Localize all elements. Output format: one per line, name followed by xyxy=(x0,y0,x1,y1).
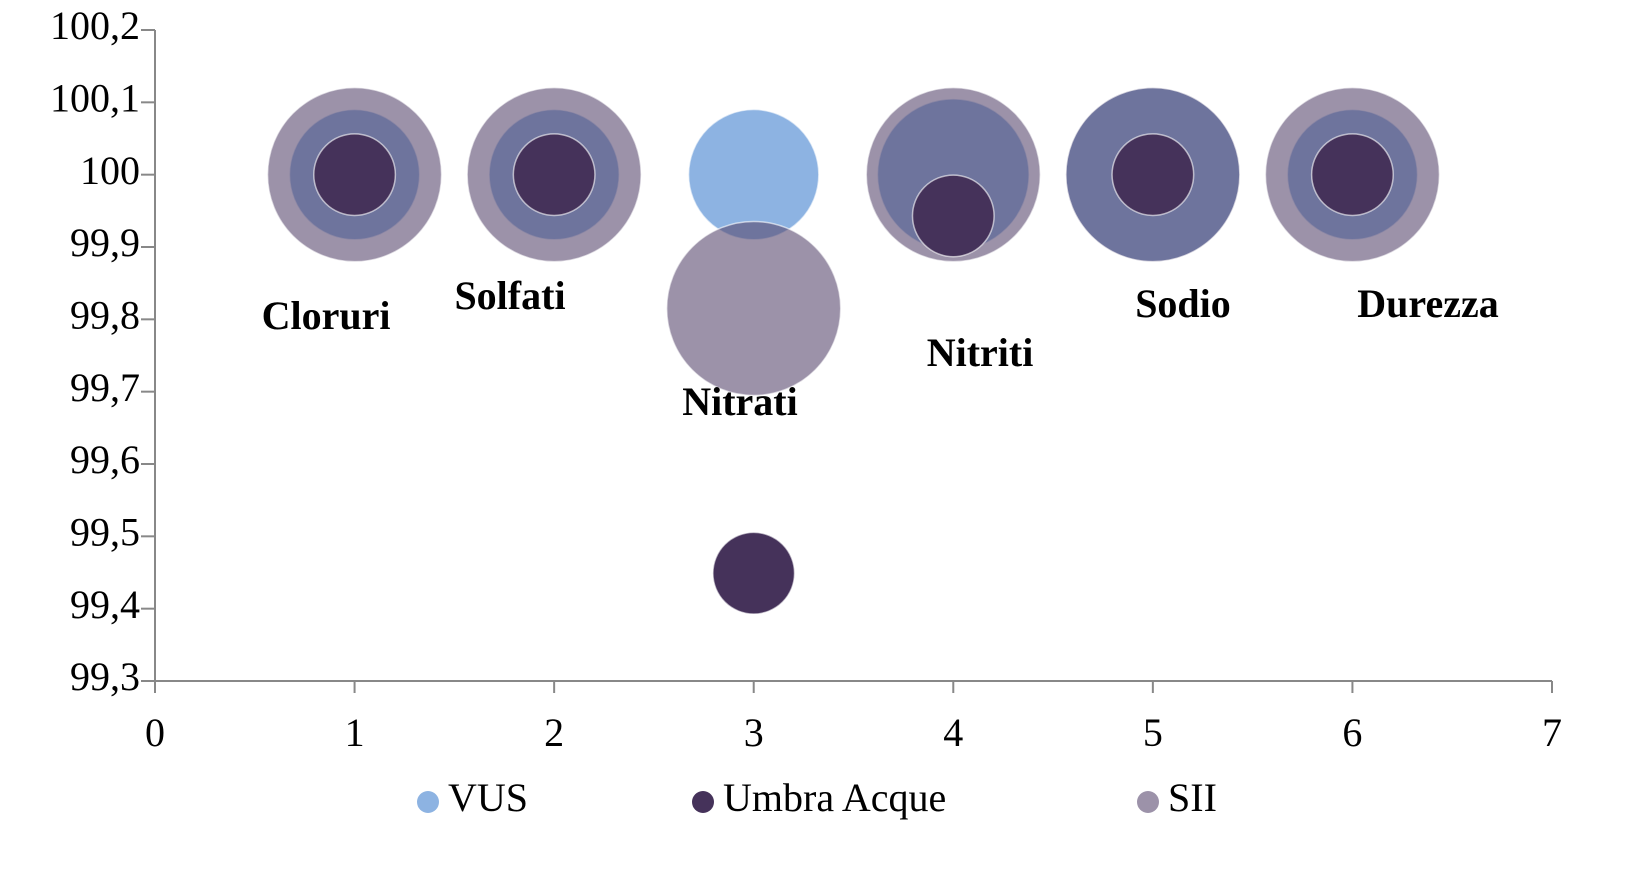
bubble xyxy=(712,531,796,615)
y-tick-label: 99,8 xyxy=(70,293,140,338)
bubble xyxy=(313,133,397,217)
legend-label: SII xyxy=(1168,775,1217,820)
x-tick-label: 6 xyxy=(1342,710,1362,755)
x-tick-label: 3 xyxy=(744,710,764,755)
bubble xyxy=(687,108,820,241)
y-tick-label: 99,6 xyxy=(70,437,140,482)
y-tick-label: 99,9 xyxy=(70,220,140,265)
x-tick-label: 0 xyxy=(145,710,165,755)
x-tick-label: 4 xyxy=(943,710,963,755)
legend-label: VUS xyxy=(448,775,528,820)
bubble xyxy=(665,220,842,397)
point-label: Nitriti xyxy=(927,330,1034,375)
x-tick-label: 2 xyxy=(544,710,564,755)
bubble xyxy=(911,174,995,258)
x-tick-label: 7 xyxy=(1542,710,1562,755)
legend-label: Umbra Acque xyxy=(723,775,946,820)
bubble xyxy=(512,133,596,217)
y-tick-label: 99,3 xyxy=(70,654,140,699)
point-label: Cloruri xyxy=(262,293,391,338)
point-label: Durezza xyxy=(1357,281,1498,326)
bubble xyxy=(1310,133,1394,217)
point-label: Sodio xyxy=(1135,281,1231,326)
y-tick-label: 100 xyxy=(80,148,140,193)
legend-marker xyxy=(417,791,439,813)
legend-marker xyxy=(1137,791,1159,813)
y-tick-label: 100,2 xyxy=(50,3,140,48)
point-label: Solfati xyxy=(454,273,565,318)
point-label: Nitrati xyxy=(682,379,798,424)
legend-marker xyxy=(692,791,714,813)
y-tick-label: 99,4 xyxy=(70,582,140,627)
bubble xyxy=(1111,133,1195,217)
x-tick-label: 1 xyxy=(345,710,365,755)
x-tick-label: 5 xyxy=(1143,710,1163,755)
y-tick-label: 100,1 xyxy=(50,76,140,121)
y-tick-label: 99,5 xyxy=(70,510,140,555)
y-tick-label: 99,7 xyxy=(70,365,140,410)
